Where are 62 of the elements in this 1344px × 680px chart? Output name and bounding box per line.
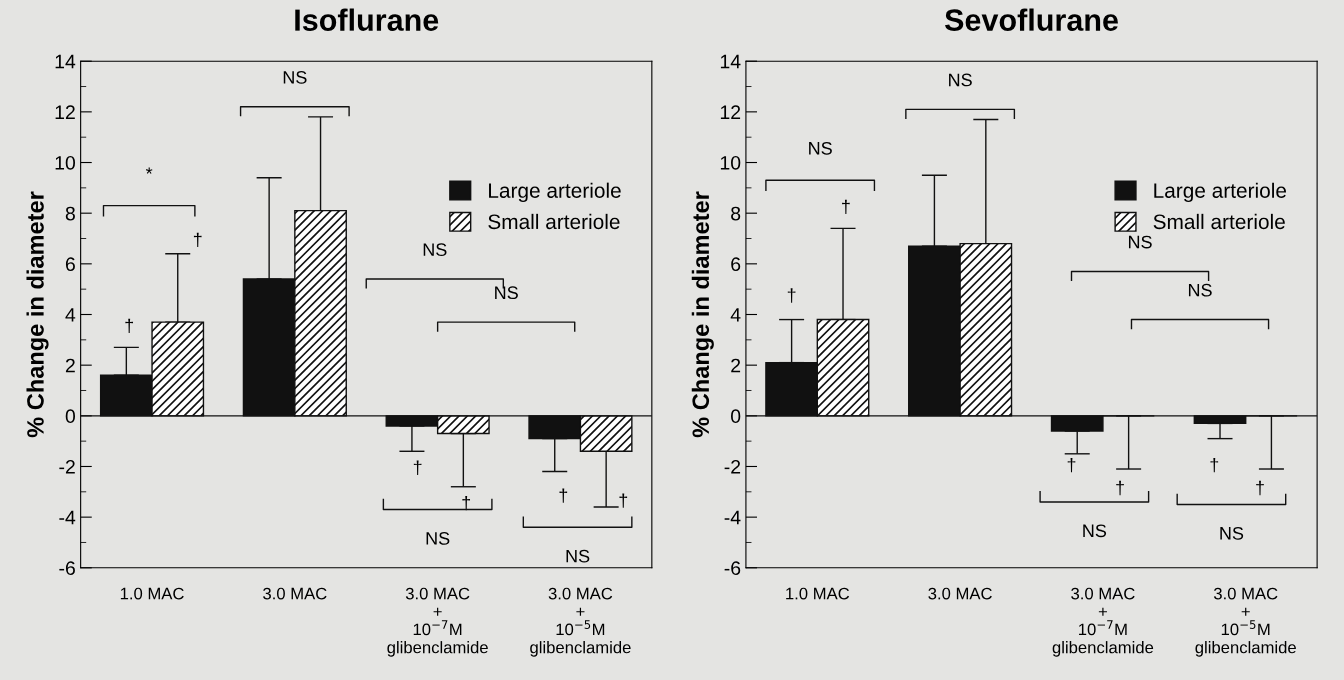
y-tick-label: 0 bbox=[731, 409, 741, 424]
legend-label: Large arteriole bbox=[1154, 182, 1287, 203]
annotation: * bbox=[145, 167, 153, 174]
annotation: † bbox=[1256, 480, 1264, 496]
x-tick-label: 3.0 MAC bbox=[263, 587, 327, 600]
annotation: † bbox=[1067, 458, 1076, 473]
y-tick-label: 6 bbox=[731, 257, 741, 272]
y-tick-label: 8 bbox=[731, 206, 741, 221]
chart-title: Sevoflurane bbox=[944, 8, 1118, 31]
x-tick-label: 3.0 MAC + 10$^{−5}$M glibenclamide bbox=[530, 587, 631, 657]
annotation: † bbox=[619, 493, 628, 508]
annotation: † bbox=[1116, 480, 1124, 496]
x-tick-label: 3.0 MAC + 10$^{−7}$M glibenclamide bbox=[1052, 587, 1154, 657]
legend-label: Small arteriole bbox=[1153, 213, 1285, 230]
annotation: NS bbox=[1220, 526, 1244, 540]
x-tick-label: 1.0 MAC bbox=[120, 587, 184, 600]
chart-title: Isoflurane bbox=[295, 8, 439, 31]
y-tick-label: -4 bbox=[59, 510, 76, 525]
annotation: NS bbox=[423, 243, 447, 257]
y-tick-label: 8 bbox=[65, 206, 75, 221]
legend-label: Large arteriole bbox=[489, 182, 621, 203]
y-tick-label: -6 bbox=[59, 561, 75, 576]
y-tick-label: 2 bbox=[731, 358, 741, 373]
legend-label: Small arteriole bbox=[488, 213, 620, 230]
annotation: † bbox=[559, 488, 568, 503]
annotation: NS bbox=[426, 532, 450, 545]
annotation: NS bbox=[1128, 235, 1152, 249]
annotation: † bbox=[193, 232, 202, 247]
y-tick-label: 12 bbox=[55, 105, 75, 119]
annotation: NS bbox=[1188, 283, 1212, 297]
y-tick-label: 14 bbox=[55, 54, 76, 69]
annotation: † bbox=[842, 199, 850, 214]
annotation: NS bbox=[495, 286, 518, 300]
annotation: NS bbox=[283, 70, 307, 84]
x-tick-label: 3.0 MAC + 10$^{−5}$M glibenclamide bbox=[1195, 587, 1296, 657]
y-tick-label: 14 bbox=[720, 54, 741, 69]
y-tick-label: 4 bbox=[730, 308, 741, 322]
y-axis-title: % Change in diameter bbox=[26, 191, 49, 438]
annotation: † bbox=[125, 318, 133, 334]
annotation: † bbox=[462, 496, 471, 511]
y-tick-label: -6 bbox=[724, 561, 741, 576]
annotation: NS bbox=[949, 73, 972, 87]
x-tick-label: 1.0 MAC bbox=[786, 587, 850, 600]
y-tick-label: -2 bbox=[724, 459, 741, 474]
annotation: NS bbox=[1083, 524, 1107, 538]
y-tick-label: 10 bbox=[55, 155, 76, 170]
y-tick-label: -2 bbox=[59, 459, 75, 474]
annotation: † bbox=[413, 460, 422, 475]
annotation: † bbox=[1210, 458, 1219, 473]
y-tick-label: -4 bbox=[724, 510, 741, 525]
y-tick-label: 2 bbox=[65, 358, 75, 373]
y-tick-label: 12 bbox=[720, 105, 741, 119]
x-tick-label: 3.0 MAC bbox=[928, 587, 992, 600]
annotation: † bbox=[787, 288, 796, 303]
x-tick-label: 3.0 MAC + 10$^{−7}$M glibenclamide bbox=[387, 587, 488, 657]
annotation: NS bbox=[809, 141, 832, 155]
annotation: NS bbox=[566, 549, 590, 563]
y-tick-label: 4 bbox=[65, 308, 76, 322]
y-tick-label: 10 bbox=[720, 155, 741, 170]
y-tick-label: 6 bbox=[65, 257, 75, 272]
y-axis-title: % Change in diameter bbox=[691, 191, 714, 438]
y-tick-label: 0 bbox=[65, 409, 76, 424]
